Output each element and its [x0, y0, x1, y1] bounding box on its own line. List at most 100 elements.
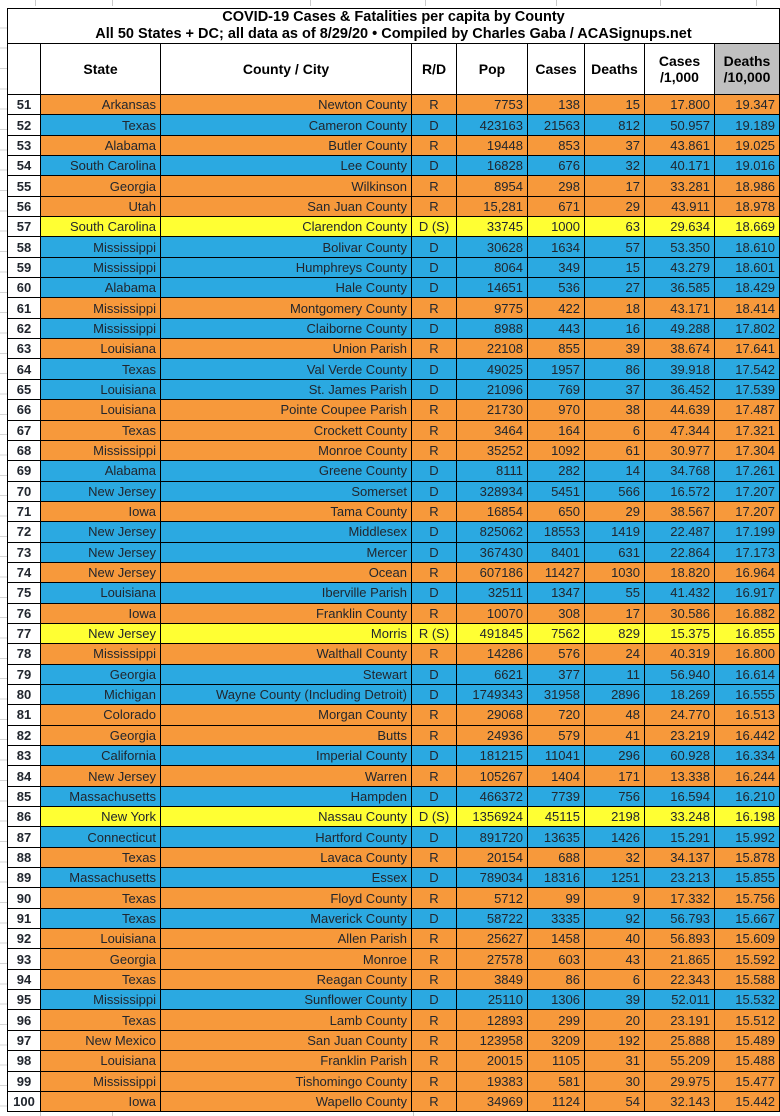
cell-state[interactable]: Georgia [41, 949, 161, 970]
cell-state[interactable]: Utah [41, 196, 161, 218]
cell-rd[interactable]: R [412, 196, 457, 218]
cell-rd[interactable]: R [412, 440, 457, 462]
cell-deaths-per-10000[interactable]: 17.487 [715, 400, 780, 421]
cell-state[interactable]: New Jersey [41, 542, 161, 563]
cell-cases[interactable]: 31958 [528, 684, 585, 706]
cell-cases[interactable]: 603 [528, 949, 585, 970]
cell-state[interactable]: Mississippi [41, 644, 161, 665]
cell-rd[interactable]: R [412, 1071, 457, 1092]
cell-cases-per-1000[interactable]: 18.820 [645, 562, 715, 584]
cell-cases[interactable]: 422 [528, 298, 585, 319]
cell-pop[interactable]: 5712 [457, 888, 528, 909]
cell-rd[interactable]: R [412, 298, 457, 319]
cell-deaths-per-10000[interactable]: 16.513 [715, 705, 780, 726]
cell-cases-per-1000[interactable]: 23.219 [645, 725, 715, 746]
cell-pop[interactable]: 3849 [457, 969, 528, 991]
cell-cases-per-1000[interactable]: 24.770 [645, 705, 715, 726]
cell-rank[interactable]: 68 [8, 440, 41, 462]
cell-state[interactable]: Michigan [41, 684, 161, 706]
cell-cases[interactable]: 8401 [528, 542, 585, 563]
cell-county[interactable]: Pointe Coupee Parish [161, 400, 412, 421]
cell-deaths-per-10000[interactable]: 15.477 [715, 1071, 780, 1092]
cell-deaths[interactable]: 17 [585, 603, 645, 624]
cell-cases-per-1000[interactable]: 43.279 [645, 257, 715, 279]
cell-cases-per-1000[interactable]: 38.567 [645, 501, 715, 523]
cell-cases-per-1000[interactable]: 34.768 [645, 461, 715, 482]
cell-pop[interactable]: 891720 [457, 827, 528, 848]
cell-state[interactable]: New Mexico [41, 1030, 161, 1052]
cell-cases[interactable]: 1347 [528, 583, 585, 604]
cell-deaths-per-10000[interactable]: 15.609 [715, 929, 780, 950]
cell-cases[interactable]: 13635 [528, 827, 585, 848]
cell-pop[interactable]: 16854 [457, 501, 528, 523]
cell-rank[interactable]: 89 [8, 868, 41, 889]
cell-pop[interactable]: 8111 [457, 461, 528, 482]
cell-cases[interactable]: 11427 [528, 562, 585, 584]
cell-pop[interactable]: 27578 [457, 949, 528, 970]
cell-state[interactable]: Iowa [41, 603, 161, 624]
cell-deaths-per-10000[interactable]: 18.429 [715, 278, 780, 299]
cell-cases[interactable]: 688 [528, 847, 585, 869]
cell-rd[interactable]: R [412, 1010, 457, 1031]
cell-pop[interactable]: 8954 [457, 176, 528, 197]
cell-county[interactable]: Ocean [161, 562, 412, 584]
cell-cases-per-1000[interactable]: 29.975 [645, 1071, 715, 1092]
cell-cases-per-1000[interactable]: 47.344 [645, 420, 715, 441]
cell-rank[interactable]: 78 [8, 644, 41, 665]
cell-deaths[interactable]: 24 [585, 644, 645, 665]
cell-rd[interactable]: D [412, 379, 457, 401]
cell-rd[interactable]: R [412, 888, 457, 909]
cell-cases-per-1000[interactable]: 21.865 [645, 949, 715, 970]
cell-state[interactable]: Mississippi [41, 237, 161, 258]
cell-pop[interactable]: 105267 [457, 766, 528, 787]
cell-state[interactable]: Texas [41, 847, 161, 869]
cell-state[interactable]: Texas [41, 969, 161, 991]
cell-deaths-per-10000[interactable]: 15.488 [715, 1051, 780, 1072]
cell-deaths[interactable]: 92 [585, 908, 645, 930]
cell-county[interactable]: Union Parish [161, 339, 412, 360]
cell-deaths[interactable]: 15 [585, 95, 645, 116]
cell-state[interactable]: Colorado [41, 705, 161, 726]
cell-rank[interactable]: 56 [8, 196, 41, 218]
cell-county[interactable]: Mercer [161, 542, 412, 563]
cell-county[interactable]: Crockett County [161, 420, 412, 441]
cell-deaths-per-10000[interactable]: 17.207 [715, 481, 780, 502]
cell-cases-per-1000[interactable]: 52.011 [645, 990, 715, 1011]
cell-county[interactable]: Warren [161, 766, 412, 787]
cell-rd[interactable]: D (S) [412, 217, 457, 238]
cell-deaths-per-10000[interactable]: 17.304 [715, 440, 780, 462]
cell-cases[interactable]: 3335 [528, 908, 585, 930]
cell-county[interactable]: Tishomingo County [161, 1071, 412, 1092]
cell-rank[interactable]: 60 [8, 278, 41, 299]
cell-rank[interactable]: 54 [8, 156, 41, 177]
cell-rank[interactable]: 63 [8, 339, 41, 360]
cell-deaths-per-10000[interactable]: 15.532 [715, 990, 780, 1011]
cell-rd[interactable]: D [412, 746, 457, 767]
cell-county[interactable]: Lamb County [161, 1010, 412, 1031]
cell-rd[interactable]: R [412, 95, 457, 116]
cell-deaths[interactable]: 48 [585, 705, 645, 726]
cell-county[interactable]: Wayne County (Including Detroit) [161, 684, 412, 706]
cell-county[interactable]: Lavaca County [161, 847, 412, 869]
cell-rank[interactable]: 80 [8, 684, 41, 706]
cell-cases-per-1000[interactable]: 33.281 [645, 176, 715, 197]
cell-deaths[interactable]: 32 [585, 156, 645, 177]
cell-deaths[interactable]: 171 [585, 766, 645, 787]
cell-state[interactable]: Texas [41, 359, 161, 380]
cell-county[interactable]: Morgan County [161, 705, 412, 726]
cell-rd[interactable]: R [412, 766, 457, 787]
cell-state[interactable]: New Jersey [41, 766, 161, 787]
cell-state[interactable]: Texas [41, 115, 161, 136]
cell-rank[interactable]: 99 [8, 1071, 41, 1092]
cell-cases[interactable]: 18316 [528, 868, 585, 889]
cell-pop[interactable]: 14286 [457, 644, 528, 665]
cell-state[interactable]: Georgia [41, 176, 161, 197]
cell-pop[interactable]: 9775 [457, 298, 528, 319]
cell-county[interactable]: Clarendon County [161, 217, 412, 238]
cell-county[interactable]: Montgomery County [161, 298, 412, 319]
cell-deaths[interactable]: 6 [585, 969, 645, 991]
cell-state[interactable]: Louisiana [41, 583, 161, 604]
cell-pop[interactable]: 789034 [457, 868, 528, 889]
cell-rank[interactable]: 91 [8, 908, 41, 930]
cell-pop[interactable]: 181215 [457, 746, 528, 767]
